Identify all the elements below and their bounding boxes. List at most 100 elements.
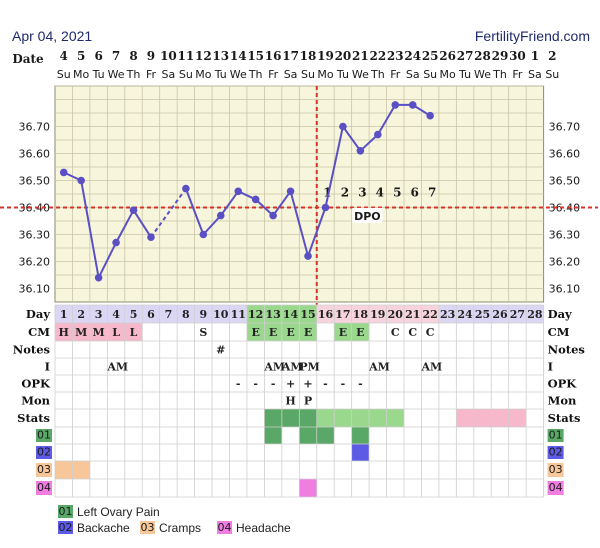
temp-point <box>269 211 277 220</box>
opk-cell-text: + <box>303 378 312 391</box>
y-tick-label-left: 36.70 <box>19 121 51 134</box>
y-tick-label-left: 36.30 <box>19 229 51 242</box>
cycle-day-number: 17 <box>335 308 350 321</box>
weekday-label: Mo <box>73 68 89 81</box>
weekday-label: Su <box>423 68 437 81</box>
temp-point <box>216 211 225 220</box>
dpo-label-bg <box>352 207 383 223</box>
cm-cell-text: E <box>356 326 364 339</box>
date-number: 25 <box>422 49 439 63</box>
symptom-badge-right <box>547 481 564 495</box>
cycle-day-number: 19 <box>370 308 385 321</box>
cycle-day-number: 23 <box>440 308 455 321</box>
weekday-label: Su <box>179 68 193 81</box>
cycle-day-number: 12 <box>248 308 263 321</box>
date-number: 28 <box>474 49 491 63</box>
temp-point <box>356 147 365 155</box>
dpo-number: 5 <box>393 186 401 200</box>
dpo-number: 3 <box>358 186 366 200</box>
symptom-cell-01 <box>299 427 317 444</box>
cm-cell-text: E <box>304 326 312 339</box>
y-tick-label-right: 36.30 <box>549 229 581 242</box>
date-number: 4 <box>60 49 68 63</box>
temp-point <box>199 230 208 239</box>
symptom-code-right: 01 <box>549 429 563 442</box>
day-cell-luteal <box>316 305 335 323</box>
day-cell-luteal <box>351 305 370 323</box>
symptom-cell-04 <box>299 479 317 497</box>
temp-line-segment <box>342 125 362 152</box>
temp-line-dashed <box>150 188 187 238</box>
cycle-day-number: 3 <box>95 308 103 321</box>
row-label-left: Mon <box>21 394 50 408</box>
date-number: 9 <box>147 49 155 63</box>
cm-cell-text: E <box>286 326 294 339</box>
row-label-right: I <box>548 360 553 374</box>
cycle-day-number: 20 <box>388 308 404 321</box>
weekday-label: We <box>230 68 247 81</box>
date-number: 24 <box>404 49 421 63</box>
symptom-cell-01 <box>316 427 335 444</box>
row-label-left: Stats <box>17 411 50 425</box>
weekday-label: Fr <box>512 68 523 81</box>
opk-cell-text: + <box>286 378 295 391</box>
day-cell-luteal <box>421 305 439 323</box>
symptom-badge-left <box>36 446 52 459</box>
date-number: 5 <box>77 49 85 63</box>
date-number: 27 <box>457 49 474 63</box>
legend-code: 02 <box>59 521 73 534</box>
weekday-label: We <box>474 68 491 81</box>
dpo-label: DPO <box>354 210 381 223</box>
row-label-left: Day <box>26 307 50 321</box>
symptom-cell-03 <box>55 461 73 479</box>
day-cell-luteal <box>369 305 387 323</box>
day-cell-green <box>299 305 317 323</box>
symptom-code-right: 04 <box>549 481 563 494</box>
weekday-label: Mo <box>440 68 456 81</box>
day-cell-green <box>264 305 282 323</box>
weekday-label: Tu <box>336 68 349 81</box>
day-cell-green <box>281 305 300 323</box>
cycle-day-number: 6 <box>147 308 155 321</box>
mon-cell-text: H <box>285 395 295 408</box>
date-number: 18 <box>300 49 317 63</box>
cm-cell-text: C <box>391 326 400 339</box>
cycle-day-number: 16 <box>318 308 334 321</box>
i-cell-text: PM <box>299 361 319 374</box>
cycle-day-number: 10 <box>213 308 229 321</box>
cm-cell-text: E <box>269 326 277 339</box>
weekday-label: Sa <box>284 68 298 81</box>
cycle-day-number: 4 <box>112 308 120 321</box>
legend-code: 03 <box>141 521 155 534</box>
temp-line-segment <box>307 207 327 257</box>
cm-cell-fertile <box>351 323 370 341</box>
cycle-day-number: 8 <box>182 308 190 321</box>
temp-line-segment <box>324 126 344 208</box>
day-cell-luteal <box>404 305 422 323</box>
temp-point <box>112 238 120 247</box>
temp-point <box>286 187 295 196</box>
mon-cell-text: P <box>304 395 312 408</box>
temp-point <box>408 101 417 109</box>
temp-point <box>374 130 382 139</box>
cycle-day-number: 9 <box>199 308 207 321</box>
weekday-label: Tu <box>214 68 227 81</box>
weekday-label: Th <box>248 68 263 81</box>
weekday-label: Th <box>370 68 385 81</box>
row-label-left: CM <box>28 325 50 339</box>
legend-label: Backache <box>77 521 130 535</box>
i-cell-text: AM <box>281 361 303 374</box>
legend-swatch <box>58 521 73 534</box>
symptom-badge-left <box>36 429 52 442</box>
cm-cell-text: H <box>59 326 69 339</box>
cm-cell-fertile <box>246 323 265 341</box>
temp-point <box>59 168 68 177</box>
row-label-right: Notes <box>548 343 585 357</box>
temp-line-segment <box>132 209 152 238</box>
date-number: 8 <box>129 49 137 63</box>
weekday-label: We <box>108 68 125 81</box>
cm-cell-menses <box>107 323 125 341</box>
y-tick-label-right: 36.40 <box>549 202 581 215</box>
date-number: 14 <box>230 49 247 63</box>
day-cell-green <box>246 305 265 323</box>
